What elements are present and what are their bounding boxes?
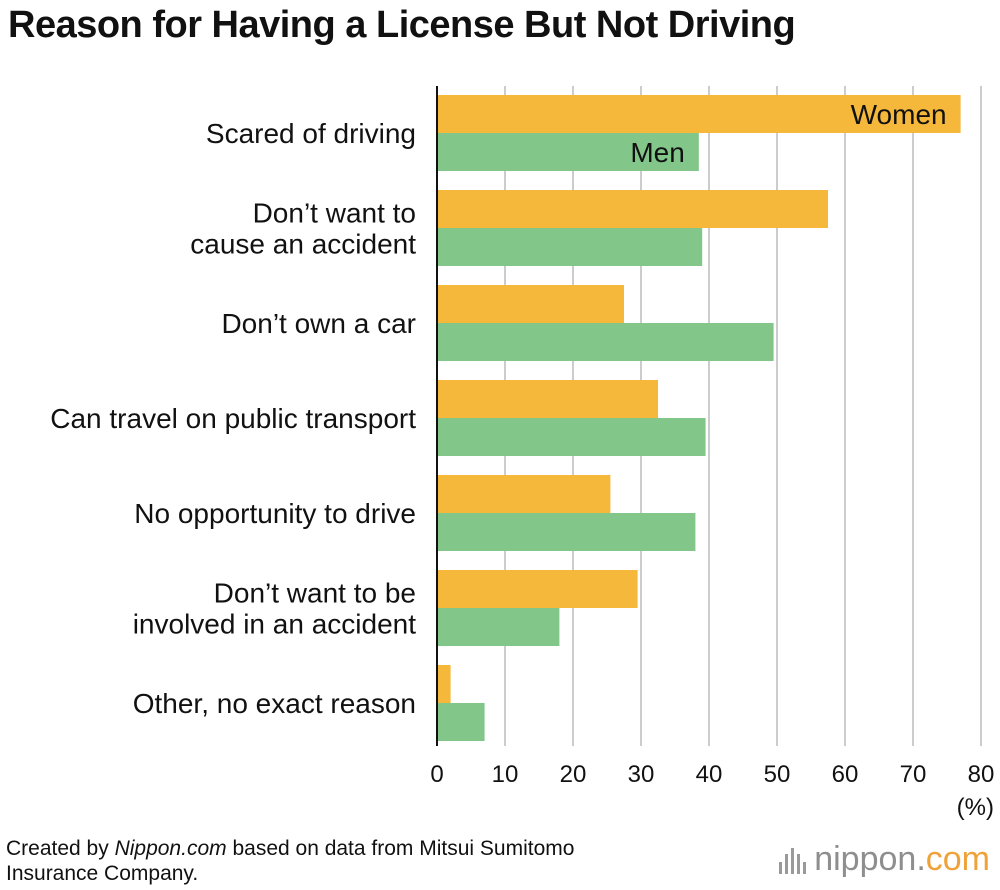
x-tick-label-10: 10 xyxy=(492,761,519,788)
x-tick-label-30: 30 xyxy=(628,761,655,788)
bar-men-4 xyxy=(437,513,696,551)
x-tick-label-50: 50 xyxy=(764,761,791,788)
x-tick-label-20: 20 xyxy=(560,761,587,788)
source-name: Nippon.com xyxy=(114,837,227,860)
category-label-4: No opportunity to drive xyxy=(134,498,416,529)
source-note: Created by Nippon.com based on data from… xyxy=(6,836,574,886)
x-axis-unit: (%) xyxy=(957,794,994,821)
x-tick-label-60: 60 xyxy=(832,761,859,788)
bar-men-5 xyxy=(437,608,560,646)
bar-women-3 xyxy=(437,380,658,418)
x-tick-label-40: 40 xyxy=(696,761,723,788)
source-line2: Insurance Company. xyxy=(6,862,199,885)
category-label-5: Don’t want to be involved in an accident xyxy=(133,578,417,640)
x-tick-label-0: 0 xyxy=(430,761,443,788)
legend-label-women: Women xyxy=(851,99,947,130)
bar-women-4 xyxy=(437,475,611,513)
bar-women-0 xyxy=(437,95,961,133)
chart-title: Reason for Having a License But Not Driv… xyxy=(8,4,796,46)
bar-men-3 xyxy=(437,418,706,456)
category-label-6: Other, no exact reason xyxy=(133,688,416,719)
legend-label-men: Men xyxy=(630,137,684,168)
logo-name: nippon xyxy=(814,840,917,878)
nippon-logo: nippon.com xyxy=(779,840,990,879)
bar-men-6 xyxy=(437,703,485,741)
bar-men-1 xyxy=(437,228,703,266)
category-label-3: Can travel on public transport xyxy=(50,403,416,434)
source-prefix: Created by xyxy=(6,837,115,860)
bar-women-6 xyxy=(437,665,451,703)
bar-men-0 xyxy=(437,133,699,171)
bar-men-2 xyxy=(437,323,774,361)
source-rest: based on data from Mitsui Sumitomo xyxy=(226,837,575,860)
logo-suffix: com xyxy=(925,840,990,878)
bar-women-1 xyxy=(437,190,828,228)
category-label-1: Don’t want to cause an accident xyxy=(190,198,416,260)
logo-dot: . xyxy=(916,840,926,878)
x-tick-label-70: 70 xyxy=(900,761,927,788)
bar-women-5 xyxy=(437,570,638,608)
logo-mark-icon xyxy=(779,846,807,874)
category-label-0: Scared of driving xyxy=(206,118,416,149)
category-label-2: Don’t own a car xyxy=(221,308,416,339)
x-tick-label-80: 80 xyxy=(968,761,995,788)
bar-chart: Scared of driving Don’t want to cause an a… xyxy=(50,86,995,821)
bar-women-2 xyxy=(437,285,624,323)
